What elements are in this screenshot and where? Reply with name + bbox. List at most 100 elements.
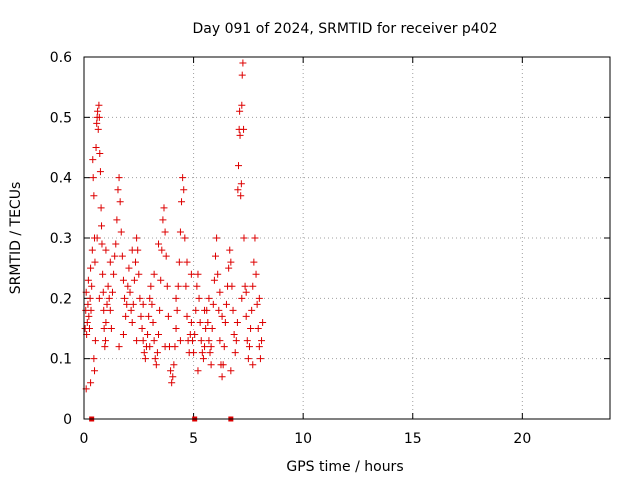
data-point <box>222 300 230 308</box>
data-point <box>176 337 184 345</box>
data-point <box>98 222 106 230</box>
data-point <box>238 294 246 302</box>
data-point <box>219 361 227 369</box>
data-point <box>174 282 182 290</box>
data-point <box>183 312 191 320</box>
data-point <box>255 343 263 351</box>
data-point <box>161 343 169 351</box>
data-point <box>231 349 239 357</box>
data-point <box>156 306 164 314</box>
data-point <box>133 337 141 345</box>
data-point <box>151 355 159 363</box>
data-point <box>201 306 209 314</box>
data-point <box>137 312 145 320</box>
data-point <box>155 331 163 339</box>
data-point <box>258 337 266 345</box>
data-point <box>230 331 238 339</box>
data-point <box>162 252 170 260</box>
data-point <box>242 312 250 320</box>
data-point <box>175 258 183 266</box>
data-point <box>216 288 224 296</box>
data-point <box>93 234 101 242</box>
data-point <box>238 71 246 79</box>
data-point <box>256 355 264 363</box>
data-point <box>234 186 242 194</box>
data-point <box>100 325 108 332</box>
data-point <box>183 258 191 266</box>
data-point <box>98 240 106 248</box>
data-point <box>161 228 169 236</box>
data-point <box>190 349 198 357</box>
x-axis-label: GPS time / hours <box>286 459 403 475</box>
data-point <box>215 306 223 314</box>
data-point <box>198 349 206 357</box>
data-point <box>115 343 123 351</box>
y-tick-label: 0.6 <box>50 50 72 66</box>
data-point <box>139 300 147 308</box>
data-point <box>85 312 93 320</box>
data-point <box>229 306 237 314</box>
x-tick-label: 15 <box>404 431 422 447</box>
data-point <box>113 216 121 224</box>
data-point <box>176 228 184 236</box>
data-point <box>159 216 167 224</box>
data-point <box>196 318 204 326</box>
data-point <box>149 318 157 326</box>
data-point <box>242 288 250 296</box>
data-point <box>139 337 147 345</box>
data-point <box>122 312 130 320</box>
data-point <box>89 156 97 164</box>
data-point <box>194 270 202 278</box>
data-point <box>240 234 248 242</box>
data-point <box>218 312 226 320</box>
data-point <box>251 234 259 242</box>
data-point <box>90 192 98 200</box>
data-point <box>95 101 103 109</box>
data-point <box>119 276 127 284</box>
data-point <box>237 180 245 188</box>
data-point <box>141 355 149 363</box>
data-point <box>209 300 217 308</box>
data-point <box>236 131 244 139</box>
data-point <box>104 282 112 290</box>
data-point <box>233 318 241 326</box>
data-point <box>208 325 216 332</box>
data-point <box>216 337 224 345</box>
data-point <box>123 300 131 308</box>
data-point <box>179 174 187 182</box>
data-point <box>160 204 168 212</box>
data-point <box>201 343 209 351</box>
data-point <box>148 300 156 308</box>
axis-ticks: 0 5 10 15 20 0 0.1 0.2 0.3 0.4 0.5 0.6 <box>50 50 610 447</box>
data-point <box>92 144 100 151</box>
data-point <box>241 282 249 290</box>
data-point <box>171 343 179 351</box>
x-tick-label: 0 <box>80 431 89 447</box>
data-point <box>236 107 244 115</box>
data-point <box>243 337 251 345</box>
data-point <box>227 367 235 375</box>
data-point <box>86 294 94 302</box>
data-point <box>167 367 175 375</box>
data-point <box>240 125 248 133</box>
data-point <box>107 325 115 332</box>
data-point <box>226 246 234 254</box>
data-point <box>207 343 215 351</box>
data-point <box>101 343 109 351</box>
data-point <box>130 276 138 284</box>
data-point <box>91 337 99 345</box>
data-point <box>125 264 133 272</box>
data-point <box>91 258 99 266</box>
data-point <box>132 258 140 266</box>
x-tick-label: 5 <box>189 431 198 447</box>
data-point <box>87 306 95 314</box>
data-point <box>140 349 148 357</box>
plot-frame <box>83 56 611 420</box>
data-point <box>170 361 178 369</box>
data-point <box>96 168 104 176</box>
data-point <box>106 258 114 266</box>
data-point <box>135 270 143 278</box>
data-point <box>99 288 107 296</box>
data-point <box>128 246 136 254</box>
